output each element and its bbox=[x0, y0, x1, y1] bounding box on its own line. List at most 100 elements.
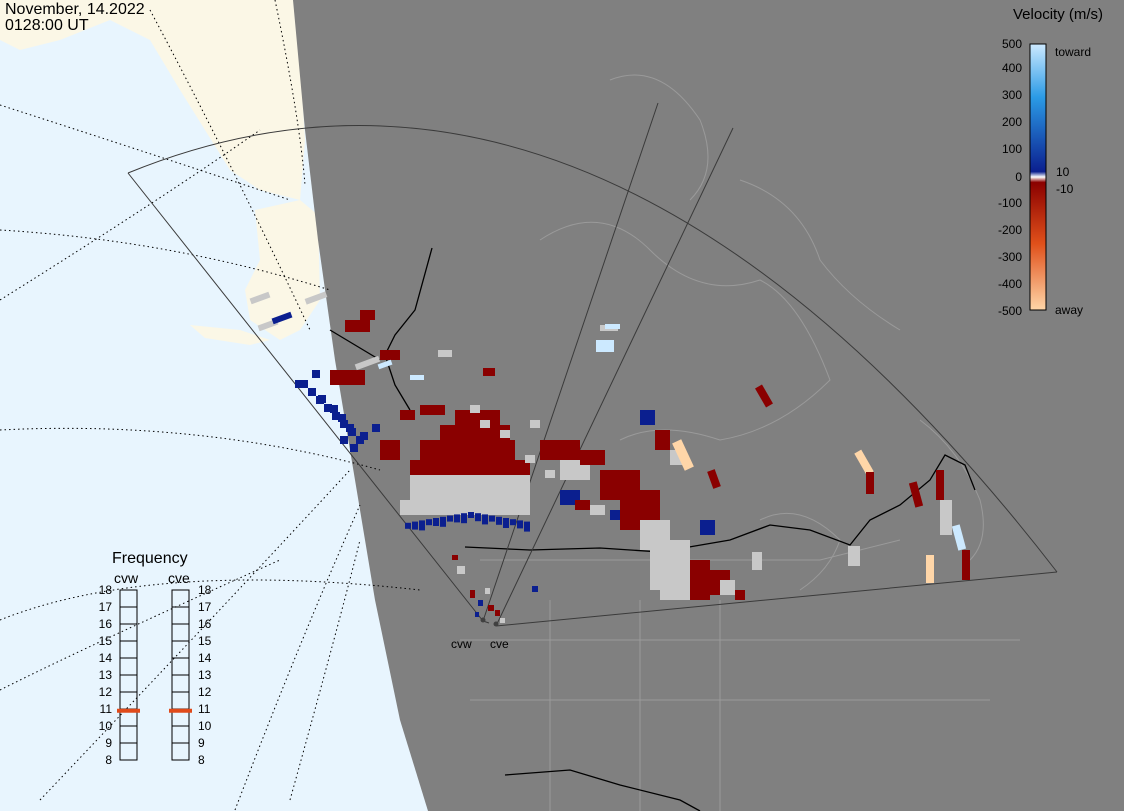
frequency-tick-right: 13 bbox=[198, 668, 212, 682]
velocity-colorbar: 500400300200100100-10-100-200-300-400-50… bbox=[998, 37, 1091, 318]
velocity-cell bbox=[330, 405, 338, 413]
velocity-cell bbox=[707, 469, 721, 489]
velocity-cell bbox=[410, 375, 424, 380]
velocity-tick: 0 bbox=[1015, 170, 1022, 184]
time-label: 0128:00 UT bbox=[5, 17, 89, 34]
night-region bbox=[293, 0, 1124, 811]
velocity-cell bbox=[752, 552, 762, 570]
frequency-tick-right: 18 bbox=[198, 583, 212, 597]
velocity-cell bbox=[400, 500, 530, 515]
velocity-cell bbox=[312, 370, 320, 378]
velocity-cell bbox=[350, 444, 358, 452]
frequency-tick-left: 18 bbox=[99, 583, 113, 597]
velocity-cell bbox=[735, 590, 745, 600]
velocity-cell bbox=[478, 600, 483, 606]
velocity-cell bbox=[340, 420, 348, 428]
velocity-cell bbox=[377, 359, 393, 370]
velocity-cell bbox=[438, 350, 452, 357]
velocity-tick: -500 bbox=[998, 304, 1022, 318]
velocity-cell bbox=[672, 439, 694, 471]
velocity-cell bbox=[500, 618, 505, 623]
velocity-cell bbox=[503, 518, 509, 528]
radar-fov bbox=[127, 102, 1058, 627]
velocity-cell bbox=[410, 460, 530, 475]
velocity-cell bbox=[380, 350, 400, 360]
velocity-cell bbox=[372, 424, 380, 432]
velocity-cell bbox=[295, 380, 303, 388]
velocity-cell bbox=[605, 324, 620, 329]
velocity-cell bbox=[500, 430, 510, 438]
velocity-cell bbox=[854, 449, 874, 476]
velocity-cell bbox=[318, 395, 326, 403]
frequency-tick-left: 10 bbox=[99, 719, 113, 733]
frequency-tick-left: 17 bbox=[99, 600, 113, 614]
frequency-tick-right: 11 bbox=[198, 702, 211, 716]
velocity-cell bbox=[345, 320, 370, 332]
radar-site-cve bbox=[493, 621, 499, 627]
velocity-cell bbox=[440, 516, 446, 527]
radar-site-cvw bbox=[480, 617, 486, 623]
velocity-cell bbox=[346, 424, 354, 432]
velocity-cell bbox=[866, 472, 874, 494]
radar-label-cvw: cvw bbox=[451, 637, 472, 651]
velocity-cell bbox=[545, 470, 555, 478]
day-land-arctic bbox=[0, 0, 305, 200]
frequency-column-cve: cve bbox=[168, 570, 190, 586]
velocity-cell bbox=[300, 380, 308, 388]
velocity-cell bbox=[951, 524, 967, 551]
frequency-tick-left: 12 bbox=[99, 685, 113, 699]
velocity-cell bbox=[700, 520, 715, 535]
velocity-cell bbox=[452, 555, 458, 560]
velocity-cell bbox=[454, 514, 460, 523]
velocity-tick: -400 bbox=[998, 277, 1022, 291]
velocity-tick: -200 bbox=[998, 223, 1022, 237]
velocity-cell bbox=[475, 612, 479, 617]
velocity-cell bbox=[510, 519, 516, 526]
velocity-cell bbox=[447, 515, 453, 522]
velocity-cell bbox=[380, 440, 400, 460]
velocity-cell bbox=[324, 404, 332, 412]
velocity-tick: -10 bbox=[1056, 182, 1074, 196]
velocity-cell bbox=[360, 310, 375, 320]
frequency-tick-left: 11 bbox=[100, 702, 113, 716]
frequency-title: Frequency bbox=[112, 550, 188, 567]
velocity-tick: 300 bbox=[1002, 88, 1022, 102]
velocity-cell bbox=[496, 516, 502, 525]
velocity-cell bbox=[936, 470, 944, 500]
velocity-cell bbox=[540, 440, 580, 460]
velocity-cell bbox=[271, 311, 293, 325]
velocity-cell bbox=[480, 420, 490, 428]
velocity-cell bbox=[354, 355, 381, 371]
velocity-cell bbox=[517, 520, 523, 529]
frequency-tick-right: 14 bbox=[198, 651, 212, 665]
velocity-cell bbox=[468, 512, 474, 518]
velocity-cell bbox=[483, 368, 495, 376]
velocity-cell bbox=[532, 586, 538, 592]
velocity-cell bbox=[580, 450, 605, 465]
velocity-cell bbox=[590, 505, 605, 515]
velocity-cell bbox=[908, 481, 924, 508]
frequency-tick-left: 14 bbox=[99, 651, 113, 665]
date-label: November, 14.2022 bbox=[5, 1, 145, 18]
velocity-cell bbox=[940, 500, 952, 535]
velocity-cell bbox=[962, 550, 970, 580]
velocity-cell bbox=[640, 410, 655, 425]
velocity-cell bbox=[426, 519, 432, 526]
velocity-cell bbox=[470, 405, 480, 413]
velocity-cell bbox=[720, 580, 735, 595]
velocity-cell bbox=[690, 560, 710, 600]
velocity-tick: 100 bbox=[1002, 142, 1022, 156]
velocity-cell bbox=[461, 513, 467, 524]
frequency-tick-right: 15 bbox=[198, 634, 212, 648]
velocity-cell bbox=[360, 432, 368, 440]
velocity-cell bbox=[610, 510, 620, 520]
velocity-cell bbox=[485, 588, 490, 594]
velocity-cell bbox=[848, 546, 860, 566]
velocity-cell bbox=[475, 513, 481, 522]
velocity-cell bbox=[525, 455, 535, 463]
latlon-grid bbox=[0, 0, 421, 811]
frequency-tick-right: 10 bbox=[198, 719, 212, 733]
frequency-tick-left: 13 bbox=[99, 668, 113, 682]
velocity-cell bbox=[308, 388, 316, 396]
